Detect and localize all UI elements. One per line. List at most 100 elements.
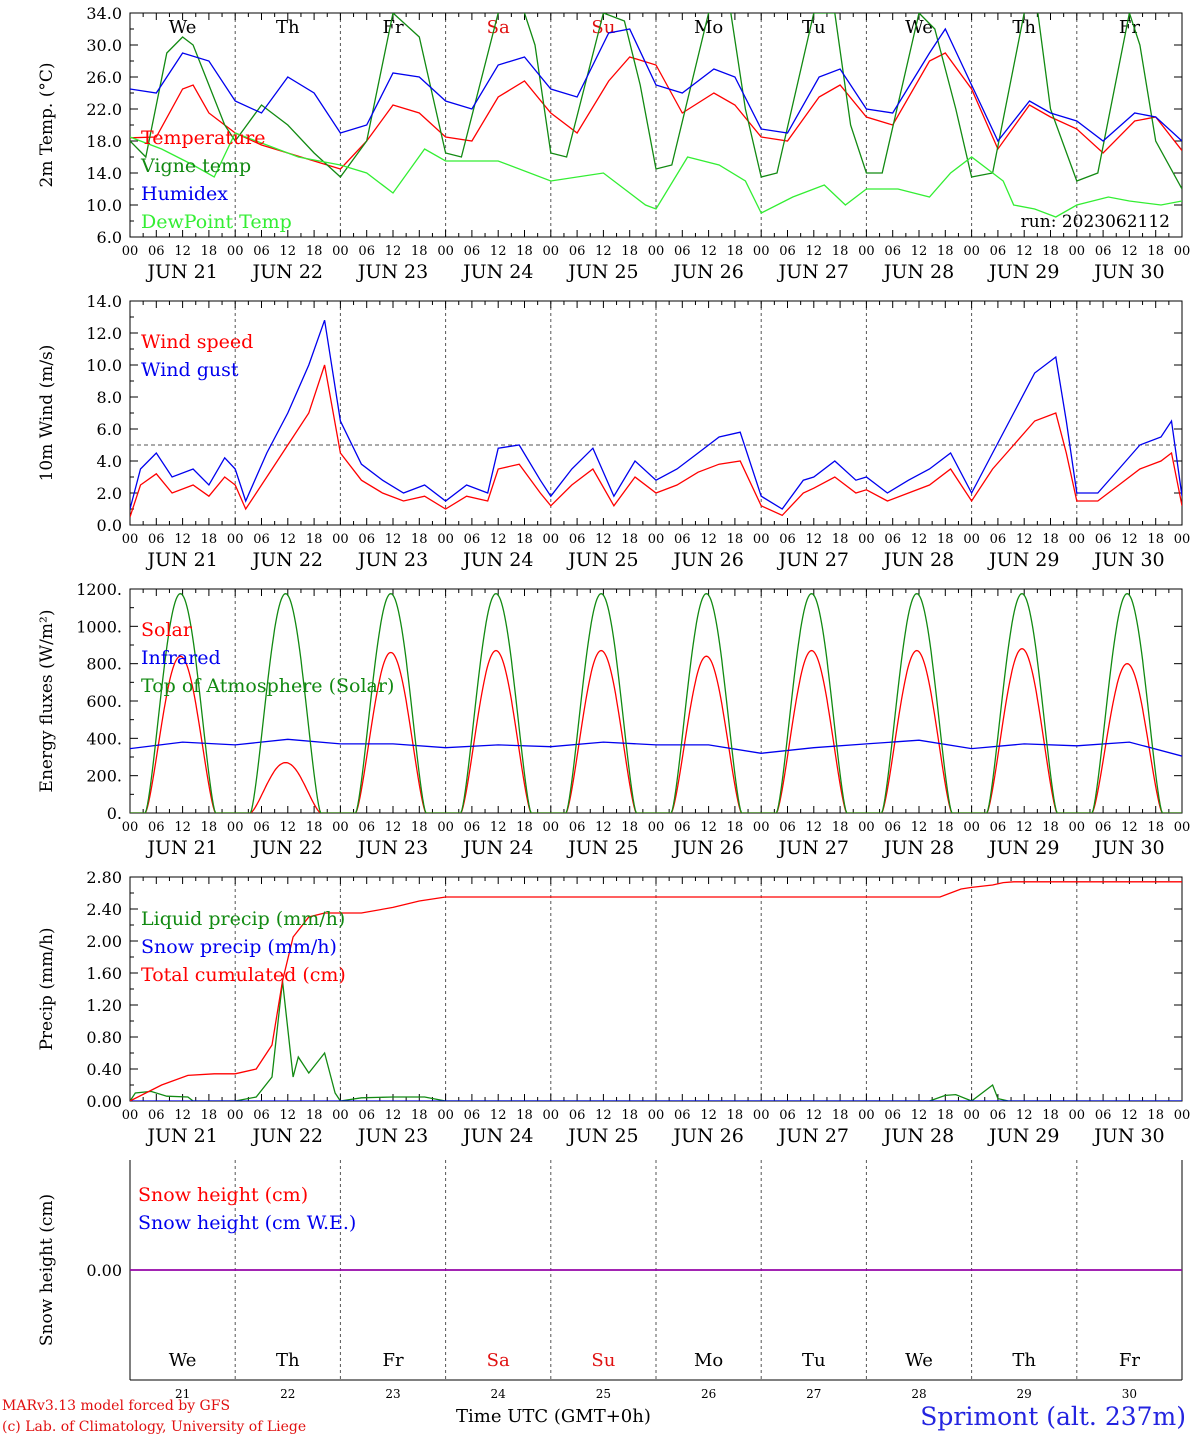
day-number-label: 28 <box>911 1387 926 1401</box>
hour-label: 12 <box>595 1108 612 1123</box>
legend-temperature: Temperature <box>141 127 265 149</box>
hour-label: 18 <box>1147 532 1164 547</box>
panel-precip: 0.00 0.40 0.80 1.20 1.60 2.00 2.40 2.80 Precip (… <box>37 868 1190 1147</box>
y-tick-label: 1000. <box>76 617 122 636</box>
hour-label: 18 <box>201 532 218 547</box>
hour-label: 00 <box>1174 532 1191 547</box>
plot-frame <box>129 588 1183 814</box>
hour-label: 12 <box>385 244 402 259</box>
date-label: JUN 23 <box>356 1125 428 1147</box>
hour-label: 00 <box>543 1108 560 1123</box>
weekday-label: We <box>169 1350 197 1371</box>
date-label: JUN 27 <box>777 837 849 859</box>
hour-label: 00 <box>1174 244 1191 259</box>
hour-label: 06 <box>990 244 1007 259</box>
hour-label: 18 <box>621 820 638 835</box>
hour-label: 18 <box>1147 820 1164 835</box>
hour-label: 00 <box>543 244 560 259</box>
hour-label: 06 <box>464 820 481 835</box>
hour-label: 06 <box>464 532 481 547</box>
hour-label: 18 <box>1042 1108 1059 1123</box>
y-tick-label: 10.0 <box>86 196 122 215</box>
hour-label: 12 <box>174 820 191 835</box>
date-label: JUN 21 <box>145 549 217 571</box>
y-tick-label: 0. <box>107 804 122 823</box>
hour-label: 06 <box>148 244 165 259</box>
hour-label: 00 <box>858 820 875 835</box>
hour-label: 00 <box>122 820 139 835</box>
hour-label: 06 <box>779 244 796 259</box>
hour-label: 06 <box>148 1108 165 1123</box>
hour-label: 06 <box>148 532 165 547</box>
hour-label: 06 <box>779 1108 796 1123</box>
hour-label: 18 <box>937 244 954 259</box>
date-label: JUN 29 <box>987 549 1059 571</box>
weekday-label: We <box>905 17 933 38</box>
time-axis-label: Time UTC (GMT+0h) <box>456 1406 651 1427</box>
weekday-label: Tu <box>802 1350 826 1371</box>
date-label: JUN 25 <box>566 837 638 859</box>
lab-credit: (c) Lab. of Climatology, University of L… <box>2 1419 307 1435</box>
hour-label: 06 <box>884 532 901 547</box>
hour-label: 06 <box>1095 1108 1112 1123</box>
weekday-label: Th <box>1012 17 1036 38</box>
hour-label: 12 <box>174 244 191 259</box>
weekday-label: We <box>905 1350 933 1371</box>
hour-label: 18 <box>1042 820 1059 835</box>
hour-label: 06 <box>1095 244 1112 259</box>
hour-label: 00 <box>437 1108 454 1123</box>
hour-label: 00 <box>963 1108 980 1123</box>
y-tick-label: 2.40 <box>86 900 122 919</box>
y-tick-label: 6.0 <box>97 420 122 439</box>
y-tick-label: 22.0 <box>86 100 122 119</box>
legend-humidex: Humidex <box>141 183 228 205</box>
hour-label: 18 <box>516 820 533 835</box>
date-label: JUN 25 <box>566 1125 638 1147</box>
weekday-label: Fr <box>1119 1350 1140 1371</box>
hour-label: 06 <box>779 820 796 835</box>
hour-label: 00 <box>122 244 139 259</box>
hour-label: 12 <box>490 1108 507 1123</box>
run-label: run: 2023062112 <box>1021 212 1170 232</box>
legend-snow-precip-mm-h: Snow precip (mm/h) <box>141 936 337 958</box>
date-label: JUN 26 <box>671 261 743 283</box>
hour-label: 12 <box>1016 1108 1033 1123</box>
date-label: JUN 24 <box>461 261 533 283</box>
y-tick-label: 14.0 <box>86 292 122 311</box>
hour-label: 12 <box>911 820 928 835</box>
y-tick-label: 4.0 <box>97 452 122 471</box>
y-tick-label: 2.00 <box>86 932 122 951</box>
panel-fluxes: 0. 200. 400. 600. 800. 1000. 1200. Energy fluxe… <box>37 580 1190 859</box>
hour-label: 12 <box>1121 1108 1138 1123</box>
date-label: JUN 28 <box>882 549 954 571</box>
hour-label: 00 <box>648 820 665 835</box>
date-label: JUN 21 <box>145 837 217 859</box>
y-tick-label: 800. <box>86 655 122 674</box>
hour-label: 06 <box>464 1108 481 1123</box>
hour-label: 00 <box>648 244 665 259</box>
hour-label: 00 <box>963 244 980 259</box>
hour-label: 18 <box>621 244 638 259</box>
legend-vigne-temp: Vigne temp <box>140 155 251 177</box>
date-label: JUN 24 <box>461 1125 533 1147</box>
date-label: JUN 23 <box>356 837 428 859</box>
y-axis-label: Snow height (cm) <box>37 1194 57 1346</box>
hour-label: 18 <box>832 820 849 835</box>
day-number-label: 30 <box>1122 1387 1137 1401</box>
hour-label: 06 <box>569 1108 586 1123</box>
hour-label: 06 <box>1095 820 1112 835</box>
y-tick-label: 400. <box>86 729 122 748</box>
hour-label: 12 <box>174 532 191 547</box>
y-tick-label: 1.20 <box>86 996 122 1015</box>
hour-label: 18 <box>516 1108 533 1123</box>
hour-label: 00 <box>963 532 980 547</box>
hour-label: 18 <box>621 532 638 547</box>
weekday-label: Th <box>276 17 300 38</box>
date-label: JUN 27 <box>777 1125 849 1147</box>
hour-label: 12 <box>806 244 823 259</box>
weekday-label: Sa <box>487 17 510 38</box>
weekday-label: Mo <box>694 17 723 38</box>
day-number-label: 27 <box>806 1387 821 1401</box>
y-tick-label: 0.00 <box>86 1092 122 1111</box>
y-axis-label: Energy fluxes (W/m²) <box>37 610 57 793</box>
